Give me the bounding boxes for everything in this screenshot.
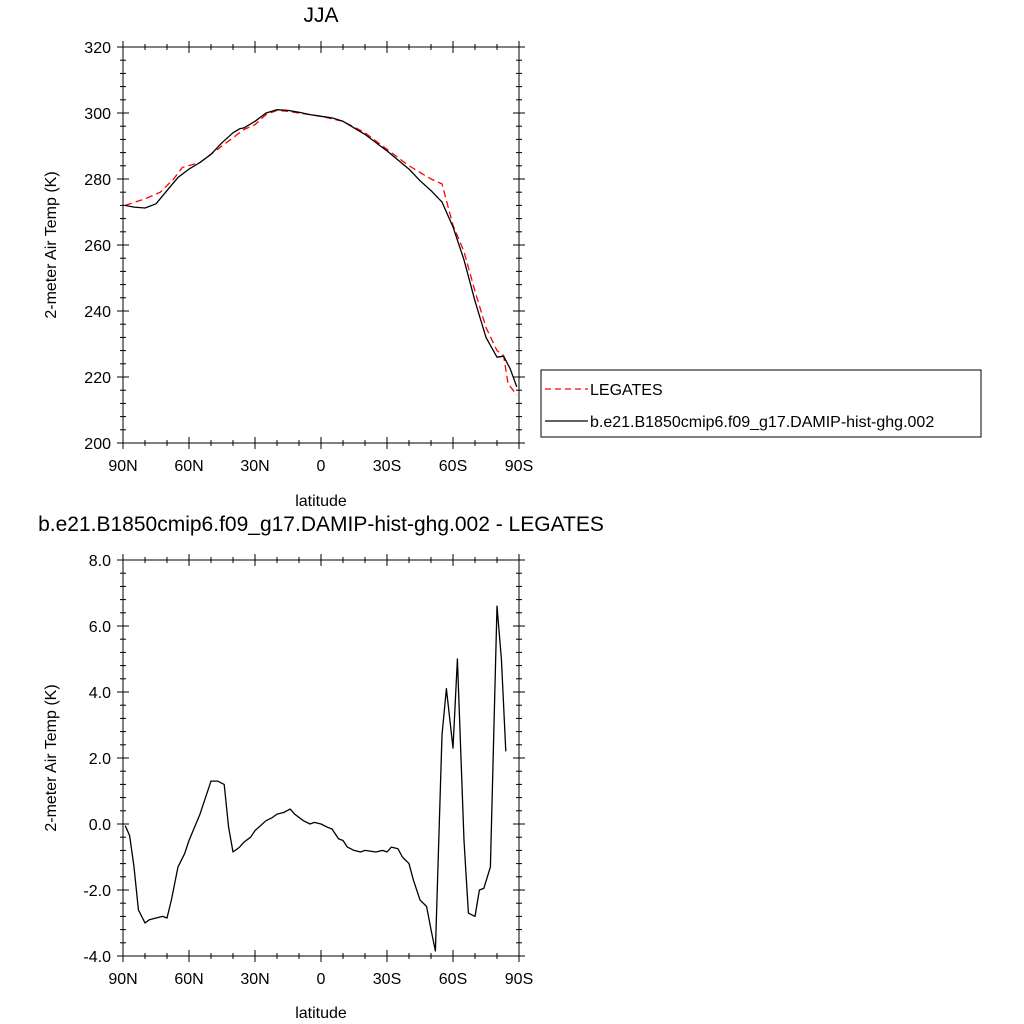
y-tick-label: 4.0: [89, 685, 111, 702]
y-tick-label: -4.0: [83, 949, 111, 966]
legend: LEGATES b.e21.B1850cmip6.f09_g17.DAMIP-h…: [540, 369, 982, 438]
top-chart-title: JJA: [303, 4, 338, 27]
bottom-series: [124, 605, 507, 952]
bottom-axis-ticks: [117, 554, 525, 962]
x-tick-label: 60S: [439, 971, 467, 988]
x-tick-label: 90S: [505, 971, 533, 988]
top-x-axis-label: latitude: [295, 493, 347, 510]
x-tick-label: 30S: [373, 971, 401, 988]
y-tick-label: 0.0: [89, 817, 111, 834]
y-tick-label: 8.0: [89, 553, 111, 570]
x-tick-label: 30S: [373, 458, 401, 475]
bottom-plot-frame: [122, 559, 520, 957]
legend-label-model: b.e21.B1850cmip6.f09_g17.DAMIP-hist-ghg.…: [590, 414, 934, 431]
x-tick-label: 90N: [108, 458, 137, 475]
y-tick-label: 6.0: [89, 619, 111, 636]
bottom-y-tick-labels: -4.0 -2.0 0.0 2.0 4.0 6.0 8.0: [83, 553, 111, 966]
bottom-x-axis-label: latitude: [295, 1005, 347, 1022]
top-panel: JJA 90N 60N 30N 0 30S 60S 90S 200 220 240 260 280 3…: [43, 4, 533, 510]
y-tick-label: 220: [84, 370, 111, 387]
bottom-y-axis-label: 2-meter Air Temp (K): [43, 684, 60, 831]
x-tick-label: 30N: [240, 971, 269, 988]
x-tick-label: 30N: [240, 458, 269, 475]
x-tick-label: 0: [317, 458, 326, 475]
series-line-0: [124, 605, 507, 952]
bottom-x-tick-labels: 90N 60N 30N 0 30S 60S 90S: [108, 971, 533, 988]
legend-label-legates: LEGATES: [590, 382, 663, 399]
x-tick-label: 60N: [174, 458, 203, 475]
y-tick-label: 260: [84, 238, 111, 255]
y-tick-label: 280: [84, 172, 111, 189]
series-line-0: [124, 109, 518, 396]
y-tick-label: 2.0: [89, 751, 111, 768]
bottom-panel: b.e21.B1850cmip6.f09_g17.DAMIP-hist-ghg.…: [38, 513, 604, 1022]
y-tick-label: 300: [84, 106, 111, 123]
bottom-chart-title: b.e21.B1850cmip6.f09_g17.DAMIP-hist-ghg.…: [38, 513, 604, 536]
x-tick-label: 60S: [439, 458, 467, 475]
x-tick-label: 60N: [174, 971, 203, 988]
y-tick-label: 200: [84, 436, 111, 453]
top-x-tick-labels: 90N 60N 30N 0 30S 60S 90S: [108, 458, 533, 475]
y-tick-label: 240: [84, 304, 111, 321]
y-tick-label: -2.0: [83, 883, 111, 900]
x-tick-label: 90S: [505, 458, 533, 475]
legend-box: [540, 369, 982, 438]
series-line-1: [125, 109, 518, 388]
y-tick-label: 320: [84, 40, 111, 57]
top-y-axis-label: 2-meter Air Temp (K): [43, 171, 60, 318]
x-tick-label: 0: [317, 971, 326, 988]
x-tick-label: 90N: [108, 971, 137, 988]
top-axis-ticks: [117, 41, 525, 449]
top-y-tick-labels: 200 220 240 260 280 300 320: [84, 40, 111, 453]
top-series: [124, 109, 518, 396]
